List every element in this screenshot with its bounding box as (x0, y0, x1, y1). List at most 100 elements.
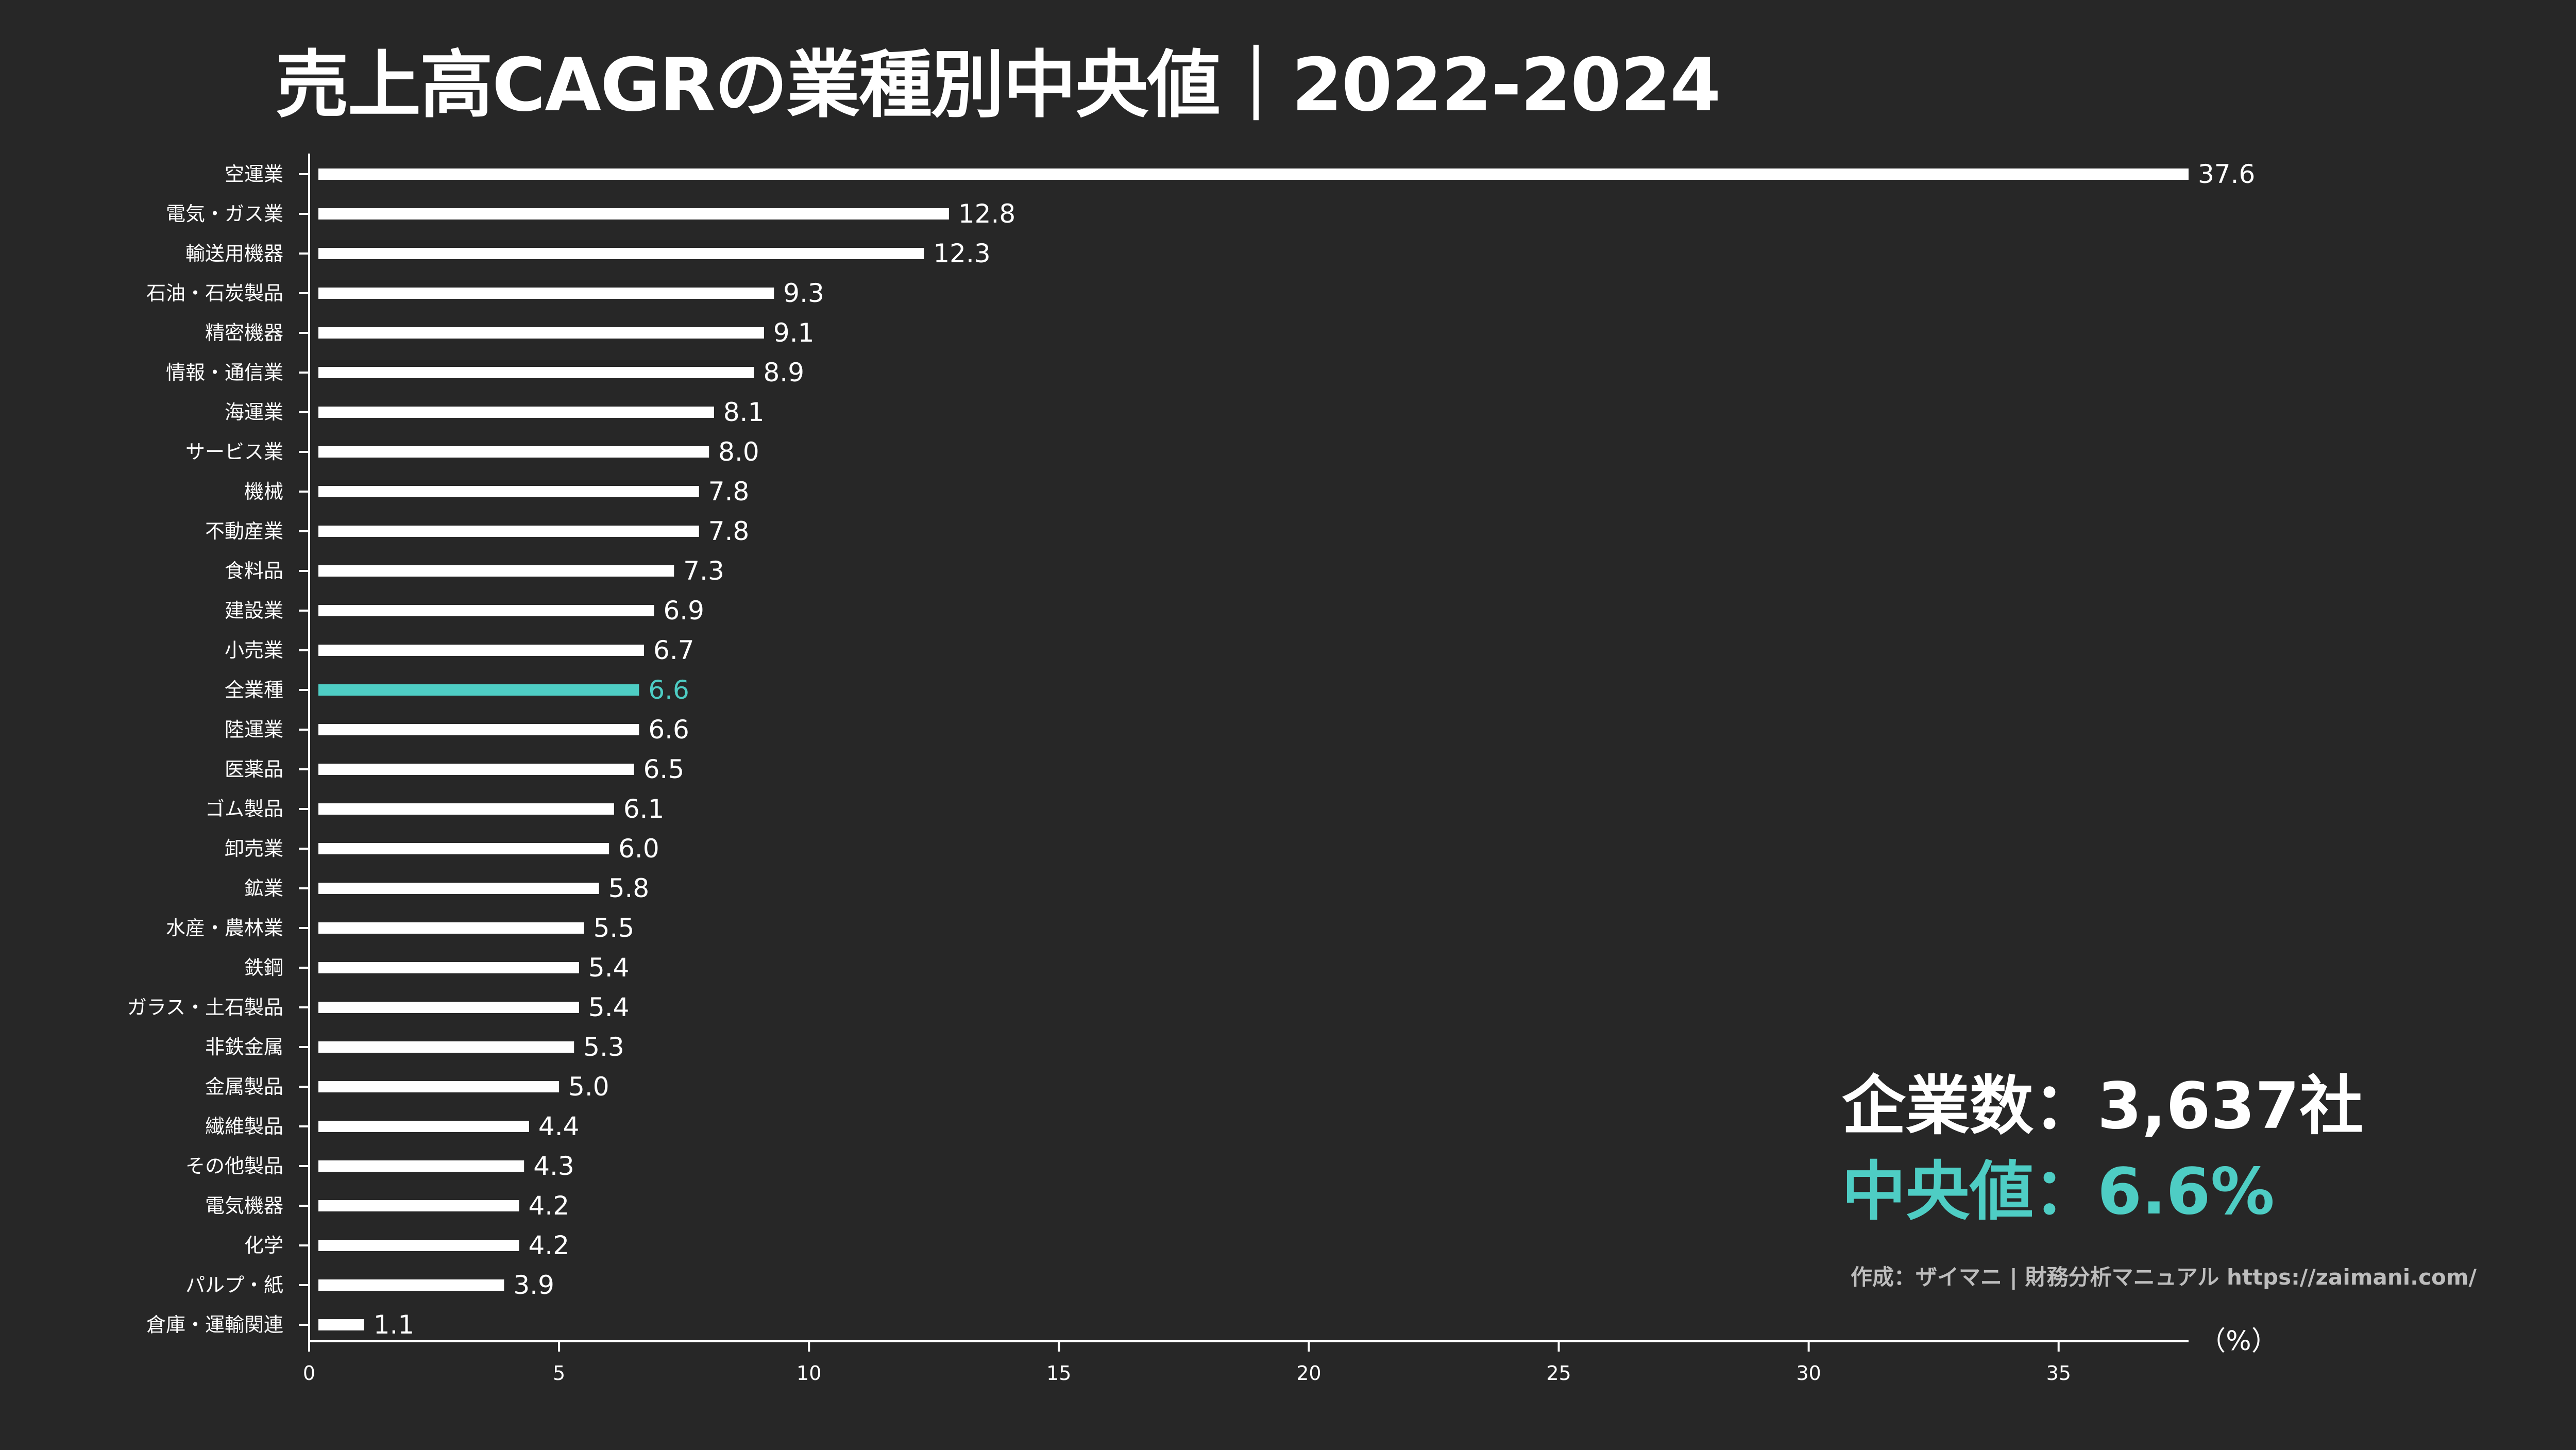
value-label: 7.3 (683, 556, 724, 586)
value-label: 5.8 (608, 873, 650, 903)
category-label: 陸運業 (225, 718, 283, 741)
axes: 0 5 10 15 20 25 30 35 （%） (299, 154, 2278, 1385)
category-label: 卸売業 (225, 837, 283, 860)
bar (318, 922, 584, 934)
value-label: 4.4 (538, 1111, 580, 1141)
value-label: 6.9 (663, 596, 704, 626)
category-label: 全業種 (225, 679, 283, 701)
value-label: 4.2 (528, 1191, 569, 1221)
x-tick-label: 25 (1546, 1362, 1571, 1385)
value-label: 4.3 (533, 1151, 574, 1181)
bar (318, 327, 764, 339)
value-label: 5.4 (588, 953, 630, 983)
x-tick-label: 10 (796, 1362, 821, 1385)
category-label: 情報・通信業 (166, 361, 283, 384)
category-label: 建設業 (225, 599, 283, 622)
category-label: 金属製品 (205, 1075, 283, 1098)
value-label: 5.0 (568, 1072, 609, 1102)
x-tick-label: 5 (553, 1362, 565, 1385)
bar (318, 565, 674, 577)
bar (318, 962, 579, 973)
value-label: 8.1 (723, 397, 765, 427)
value-label: 6.5 (643, 754, 685, 784)
x-tick-label: 20 (1296, 1362, 1321, 1385)
bar (318, 724, 639, 735)
category-label: 水産・農林業 (166, 917, 283, 939)
bar (318, 1002, 579, 1013)
category-label: ガラス・土石製品 (127, 996, 283, 1019)
value-label: 12.8 (958, 199, 1015, 229)
value-label: 3.9 (513, 1270, 554, 1300)
bar (318, 486, 699, 497)
category-label: 倉庫・運輸関連 (146, 1313, 283, 1336)
bar (318, 883, 599, 894)
value-label: 8.9 (763, 358, 804, 387)
category-label: 海運業 (225, 401, 283, 424)
bar (318, 1041, 574, 1053)
credit-text: 作成：ザイマニ | 財務分析マニュアル https://zaimani.com/ (1851, 1264, 2477, 1290)
bar (318, 288, 774, 299)
value-label: 5.5 (594, 913, 635, 943)
category-label: ゴム製品 (205, 798, 283, 820)
bar (318, 248, 924, 259)
bar (318, 407, 714, 418)
bar (318, 1121, 529, 1132)
chart-title: 売上高CAGRの業種別中央値｜2022-2024 (276, 43, 1721, 128)
category-label: 輸送用機器 (185, 242, 283, 265)
bar (318, 1319, 364, 1330)
bar (318, 1279, 504, 1291)
value-label: 6.1 (623, 794, 665, 824)
category-label: 食料品 (225, 560, 283, 582)
category-label: 電気機器 (205, 1194, 283, 1217)
value-label: 1.1 (374, 1310, 415, 1340)
value-label: 6.6 (648, 715, 689, 745)
bar (318, 1081, 560, 1092)
bar (318, 803, 614, 815)
x-axis-unit-label: （%） (2199, 1326, 2278, 1357)
bar (318, 526, 699, 537)
median-value: 中央値：6.6% (1842, 1155, 2275, 1229)
bar (318, 843, 609, 854)
category-label: 不動産業 (205, 520, 283, 543)
company-count: 企業数：3,637社 (1842, 1069, 2364, 1143)
bar (318, 645, 645, 656)
category-label: 鉱業 (244, 877, 283, 900)
x-tick-label: 0 (303, 1362, 315, 1385)
bar (318, 446, 709, 458)
category-label: その他製品 (185, 1155, 283, 1177)
value-label: 12.3 (933, 239, 990, 268)
bars (318, 168, 2189, 1330)
value-label: 7.8 (708, 516, 750, 546)
value-label: 9.1 (773, 318, 815, 348)
category-label: 繊維製品 (205, 1115, 283, 1138)
category-label: 鉄鋼 (244, 956, 283, 979)
bar (318, 764, 634, 775)
value-label: 6.0 (618, 834, 659, 864)
value-label: 6.7 (653, 635, 694, 665)
category-label: 精密機器 (205, 322, 283, 344)
value-label: 37.6 (2198, 159, 2255, 189)
value-label: 9.3 (783, 278, 824, 308)
bar (318, 168, 2189, 180)
value-label: 5.4 (588, 992, 630, 1022)
value-label: 7.8 (708, 477, 750, 507)
category-label: 石油・石炭製品 (146, 282, 283, 305)
value-label: 6.6 (648, 675, 689, 705)
summary-stats: 企業数：3,637社 中央値：6.6% (1842, 1074, 2363, 1224)
category-label: パルプ・紙 (185, 1274, 283, 1296)
category-label: 非鉄金属 (205, 1036, 283, 1058)
category-label: 小売業 (225, 639, 283, 662)
value-label: 4.2 (528, 1230, 569, 1260)
category-label: 電気・ガス業 (166, 203, 283, 225)
bar (318, 1200, 519, 1211)
bar (318, 1240, 519, 1251)
labels: 空運業 37.6 電気・ガス業 12.8 輸送用機器 12.3 石油・石炭製品 9.3 精密機器… (127, 159, 2256, 1340)
category-label: サービス業 (185, 441, 283, 463)
bar (318, 605, 654, 616)
category-label: 空運業 (225, 163, 283, 186)
x-tick-label: 30 (1796, 1362, 1821, 1385)
x-tick-label: 15 (1046, 1362, 1071, 1385)
bar (318, 1160, 524, 1172)
